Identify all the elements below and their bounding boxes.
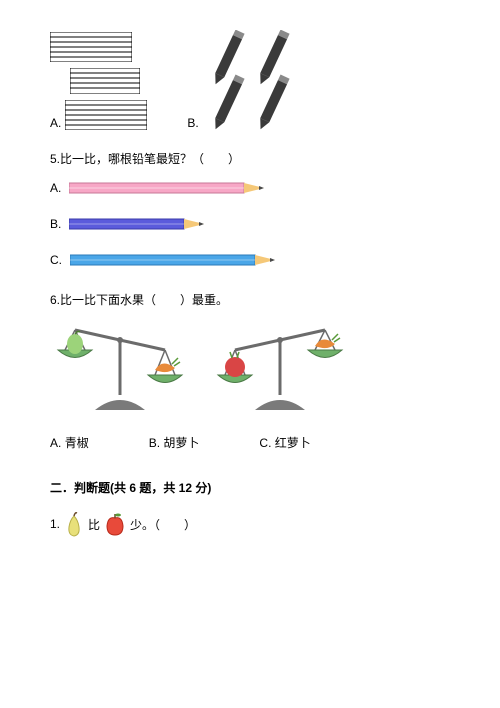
q5-text: 5.比一比，哪根铅笔最短？（ ） — [50, 150, 450, 167]
q6-opt-b[interactable]: B. 胡萝卜 — [149, 434, 200, 451]
q4-opt-a-label: A. — [50, 116, 61, 130]
pencil-icon — [69, 215, 219, 233]
section2-title: 二．判断题(共 6 题，共 12 分) — [50, 479, 450, 496]
pencil-icon — [69, 179, 279, 197]
q4-options: A. B. — [50, 30, 450, 130]
q5-opt-b[interactable]: B. — [50, 215, 450, 233]
q5-opt-b-label: B. — [50, 217, 61, 231]
balance-scale-icon — [50, 320, 190, 420]
q4-opt-b-label: B. — [187, 116, 198, 130]
q5-opt-a[interactable]: A. — [50, 179, 450, 197]
s2-q1-prefix: 1. — [50, 517, 60, 531]
q6-opt-a[interactable]: A. 青椒 — [50, 434, 89, 451]
pear-icon — [62, 510, 86, 538]
s2-q1-mid: 比 — [88, 516, 100, 533]
q5-opt-c-label: C. — [50, 253, 62, 267]
q5-opt-a-label: A. — [50, 181, 61, 195]
q6-figure — [50, 320, 450, 420]
pencil-icon — [70, 251, 290, 269]
balance-scale-icon — [210, 320, 350, 420]
q5-opt-c[interactable]: C. — [50, 251, 450, 269]
stripe-block-icon — [65, 100, 147, 130]
stripe-block-icon — [50, 32, 132, 62]
q6-options: A. 青椒 B. 胡萝卜 C. 红萝卜 — [50, 434, 450, 451]
stripe-block-icon — [70, 68, 140, 94]
s2-q1: 1. 比 少。（ ） — [50, 510, 450, 538]
apple-icon — [102, 511, 128, 537]
q4a-figure: A. — [50, 32, 147, 130]
s2-q1-suffix: 少。（ ） — [130, 516, 196, 533]
q6-opt-c[interactable]: C. 红萝卜 — [259, 434, 310, 451]
q6-text: 6.比一比下面水果（ ）最重。 — [50, 291, 450, 308]
pencils-figure — [203, 30, 323, 130]
